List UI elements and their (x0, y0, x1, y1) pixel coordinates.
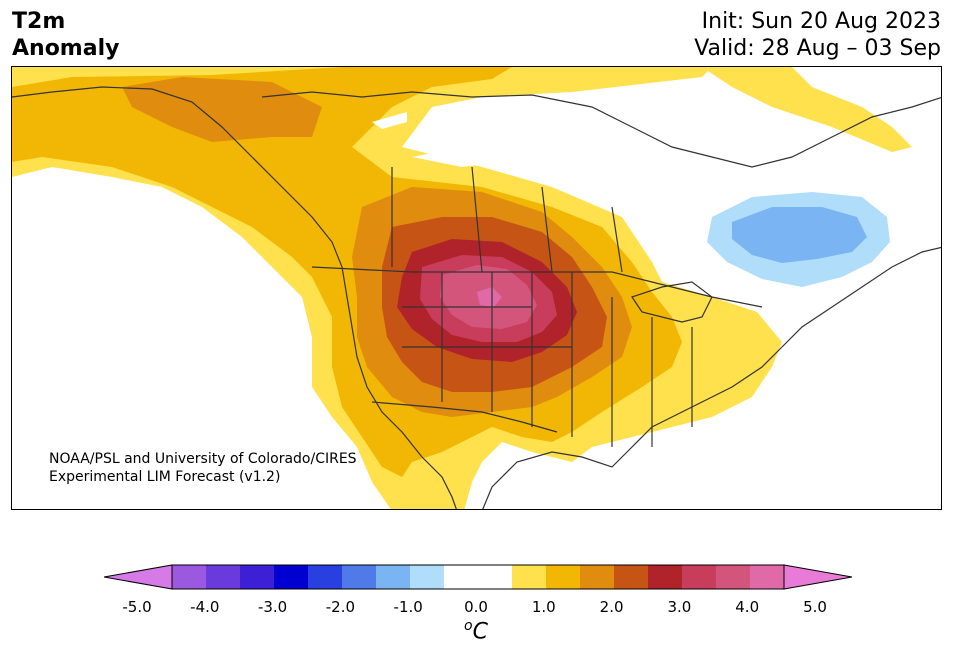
colorbar-tick-label: -3.0 (257, 598, 288, 616)
white-pocket (412, 147, 502, 167)
valid-date: Valid: 28 Aug – 03 Sep (694, 36, 941, 61)
colorbar-tick-label: -4.0 (190, 598, 220, 616)
colorbar-cell (274, 565, 309, 589)
colorbar-unit: oC (464, 618, 488, 644)
anomaly-fill-layer (12, 67, 912, 509)
map-title: T2m Anomaly (12, 8, 119, 62)
coastlines-borders (12, 86, 941, 509)
colorbar-cell (444, 565, 479, 589)
colorbar-cell (342, 565, 377, 589)
colorbar-extend-high (783, 564, 852, 590)
anomaly-region-pink-core (477, 287, 502, 307)
title-kind: Anomaly (12, 36, 120, 61)
border-states (402, 272, 693, 447)
coastline-gulf (482, 346, 783, 509)
title-variable: T2m (12, 9, 66, 34)
colorbar-cell (750, 565, 785, 589)
unit-base: C (472, 619, 488, 645)
colorbar-cell (614, 565, 649, 589)
colorbar-cell (172, 565, 207, 589)
colorbar-cell (512, 565, 547, 589)
anomaly-region-blue (732, 207, 867, 263)
forecast-dates: Init: Sun 20 Aug 2023 Valid: 28 Aug – 03… (694, 8, 941, 62)
coastline-east (781, 246, 941, 348)
colorbar-cell (546, 565, 581, 589)
colorbar-cell (308, 565, 343, 589)
coastline-west (12, 86, 457, 509)
unit-degree: o (464, 618, 473, 634)
colorbar-tick-label: -5.0 (122, 598, 152, 616)
white-pocket (372, 112, 407, 129)
great-lakes (631, 281, 713, 323)
colorbar-outline (171, 564, 785, 590)
map-canvas (12, 67, 941, 509)
colorbar-tick-label: 1.0 (531, 598, 556, 616)
border-us-canada (311, 266, 763, 308)
colorbar-cell (376, 565, 411, 589)
colorbar-tick-label: -1.0 (393, 598, 423, 616)
data-credit: NOAA/PSL and University of Colorado/CIRE… (49, 450, 357, 486)
colorbar-tick-label: -2.0 (325, 598, 356, 616)
colorbar-tick-label: 5.0 (803, 598, 827, 616)
colorbar-cell (478, 565, 513, 589)
colorbar-tick-label: 3.0 (667, 598, 692, 616)
colorbar-cell (240, 565, 275, 589)
colorbar-cell (682, 565, 717, 589)
colorbar-cell (716, 565, 751, 589)
credit-line-1: NOAA/PSL and University of Colorado/CIRE… (49, 451, 357, 467)
colorbar-tick-label: 2.0 (599, 598, 624, 616)
anomaly-region-orange (122, 77, 322, 142)
border-us-mexico (371, 401, 558, 433)
anomaly-region-yellow-ne (702, 67, 912, 152)
colorbar-cell (410, 565, 445, 589)
coastline-arctic (261, 91, 941, 168)
colorbar (104, 564, 852, 590)
colorbar-tick-label: 4.0 (735, 598, 760, 616)
colorbar-cell (206, 565, 241, 589)
border-provinces (391, 166, 623, 273)
anomaly-map (11, 66, 942, 510)
colorbar-cell (648, 565, 683, 589)
colorbar-extend-low (104, 564, 173, 590)
colorbar-cell (580, 565, 615, 589)
credit-line-2: Experimental LIM Forecast (v1.2) (49, 469, 281, 485)
colorbar-tick-label: 0.0 (464, 598, 488, 616)
init-date: Init: Sun 20 Aug 2023 (701, 9, 941, 34)
